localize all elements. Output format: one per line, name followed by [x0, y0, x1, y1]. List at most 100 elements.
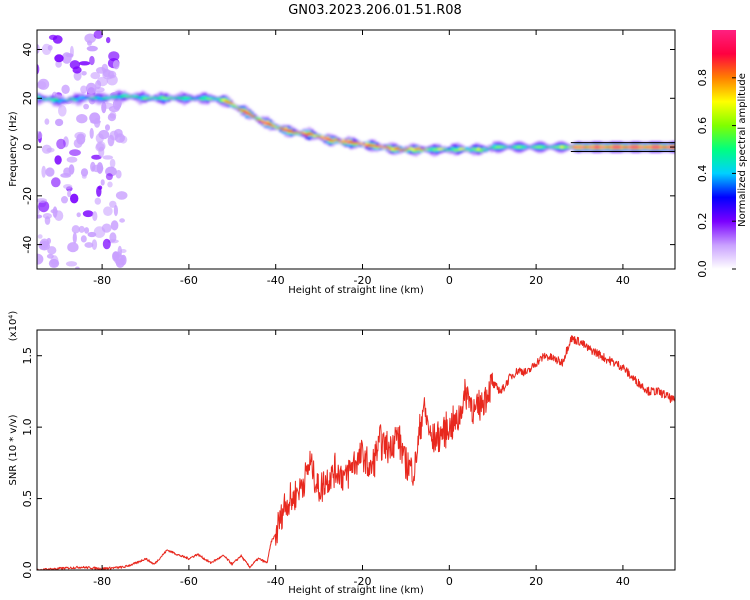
- ridge-cell: [250, 115, 254, 117]
- y-tick-label: -20: [21, 187, 34, 205]
- ridge-cell: [495, 145, 499, 149]
- noise-blob: [37, 44, 40, 54]
- noise-blob: [84, 227, 90, 234]
- colorbar-tick-label: 0.8: [696, 69, 709, 87]
- ridge-cell: [310, 133, 314, 136]
- ridge-cell: [156, 97, 160, 100]
- y-tick-label: 1.5: [21, 347, 34, 365]
- ridge-cell: [276, 125, 280, 129]
- colorbar: 0.0 0.2 0.4 0.6 0.8 Normalized spectral ampl…: [696, 30, 748, 278]
- x-tick-label: -20: [354, 274, 372, 287]
- ridge-cell: [359, 142, 364, 145]
- noise-blob: [93, 30, 104, 39]
- noise-blob: [56, 138, 66, 150]
- noise-blob: [80, 85, 88, 94]
- noise-blob: [105, 173, 113, 181]
- ridge-cell: [406, 147, 410, 150]
- colorbar-tick-label: 0.6: [696, 117, 709, 135]
- ridge-cell: [599, 146, 603, 149]
- ridge-cell: [294, 132, 298, 135]
- ridge-cell: [83, 98, 88, 100]
- noise-blob: [82, 210, 94, 218]
- noise-blob: [73, 138, 83, 148]
- ridge-cell: [466, 149, 470, 151]
- ridge-cell: [203, 96, 207, 99]
- snr-frame: [36, 329, 676, 571]
- ridge-cell: [414, 148, 418, 153]
- noise-blob: [54, 155, 62, 165]
- ridge-cell: [378, 145, 382, 147]
- ridge-cell: [612, 146, 616, 149]
- ridge-cell: [375, 145, 379, 147]
- ridge-cell: [63, 99, 67, 101]
- spectrogram-x-ticks: -80 -60 -40 -20 0 20 40: [93, 30, 630, 287]
- noise-blob: [110, 220, 119, 231]
- ridge-cell: [68, 98, 72, 100]
- ridge-cell: [149, 97, 153, 100]
- ridge-cell: [448, 147, 452, 150]
- ridge-cell: [667, 146, 671, 149]
- snr-y-ticks: 0.0 0.5 1.0 1.5: [21, 347, 675, 579]
- ridge-cell: [42, 99, 46, 101]
- ridge-cell: [305, 133, 309, 137]
- ridge-cell: [133, 96, 137, 98]
- ridge-cell: [633, 146, 637, 149]
- ridge-cell: [505, 146, 509, 148]
- x-tick-label: -20: [354, 575, 372, 588]
- x-tick-label: -80: [93, 274, 111, 287]
- ridge-cell: [654, 146, 658, 149]
- ridge-cell: [591, 146, 595, 149]
- ridge-cell: [175, 96, 179, 99]
- ridge-cell: [427, 148, 431, 152]
- ridge-cell: [70, 98, 75, 100]
- ridge-cell: [422, 148, 426, 150]
- noise-blob: [42, 213, 53, 219]
- noise-blob: [50, 209, 58, 214]
- ridge-cell: [625, 146, 629, 149]
- noise-blob: [108, 105, 120, 113]
- ridge-cell: [232, 105, 236, 108]
- ridge-cell: [503, 146, 507, 148]
- ridge-cell: [136, 95, 140, 98]
- spectrogram-x-axis-label: Height of straight line (km): [288, 285, 424, 296]
- ridge-cell: [391, 147, 395, 151]
- ridge-cell: [357, 142, 361, 144]
- noise-blob: [106, 37, 111, 44]
- ridge-cell: [440, 148, 444, 150]
- ridge-cell: [396, 147, 400, 150]
- ridge-cell: [649, 146, 653, 149]
- ridge-cell: [211, 97, 215, 99]
- ridge-cell: [576, 146, 580, 149]
- ridge-cell: [164, 97, 168, 100]
- noise-blob: [76, 212, 81, 218]
- ridge-cell: [198, 97, 202, 100]
- ridge-cell: [521, 146, 525, 149]
- x-tick-label: -40: [267, 274, 285, 287]
- ridge-cell: [539, 145, 543, 149]
- noise-blob: [73, 71, 82, 81]
- noise-blob: [54, 54, 64, 63]
- snr-y-multiplier: (x10⁴): [8, 311, 19, 342]
- ridge-cell: [492, 147, 496, 150]
- noise-blob: [109, 158, 116, 168]
- snr-panel: -80 -60 -40 -20 0 20 40 0.0 0.5 1.0 1.5 Height of…: [8, 311, 676, 596]
- noise-blob: [100, 179, 105, 186]
- ridge-cell: [607, 146, 611, 149]
- colorbar-label: Normalized spectral amplitude: [737, 73, 748, 227]
- noise-blob: [89, 55, 95, 66]
- noise-blob: [37, 131, 43, 140]
- ridge-cell: [146, 97, 150, 100]
- ridge-cell: [201, 98, 205, 101]
- ridge-cell: [370, 144, 374, 147]
- ridge-cell: [320, 135, 324, 139]
- y-tick-label: 40: [21, 43, 34, 57]
- ridge-cell: [497, 145, 502, 149]
- noise-blob: [70, 193, 79, 204]
- ridge-cell: [570, 146, 574, 148]
- ridge-cell: [52, 98, 56, 101]
- ridge-cell: [435, 147, 439, 151]
- noise-blob: [83, 103, 89, 110]
- ridge-cell: [172, 97, 176, 100]
- noise-blob: [37, 198, 47, 203]
- noise-blob: [37, 234, 43, 239]
